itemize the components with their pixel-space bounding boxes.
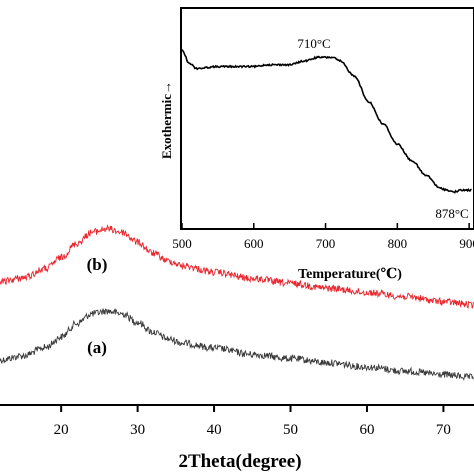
inset-x-tick-label: 600 xyxy=(244,236,264,251)
label-b: (b) xyxy=(87,255,108,274)
inset-dta-plot: 500 600 700 800 900 710°C 878°C Temperature(℃… xyxy=(159,7,474,282)
inset-series-line xyxy=(181,49,472,194)
inset-x-tick-label: 500 xyxy=(172,236,192,251)
main-series-line-0 xyxy=(0,308,474,381)
inset-x-axis-title: Temperature(℃) xyxy=(298,267,402,282)
label-a: (a) xyxy=(87,338,107,357)
main-x-tick-label: 70 xyxy=(436,422,451,438)
main-xrd-plot: 20 30 40 50 60 70 (a) (b) 2Theta(degree) xyxy=(0,224,474,472)
main-x-tick-label: 20 xyxy=(54,422,69,438)
main-x-tick-label: 60 xyxy=(359,422,374,438)
trough-878-label: 878°C xyxy=(435,206,468,221)
inset-x-tick-label: 700 xyxy=(316,236,336,251)
main-x-tick-label: 40 xyxy=(207,422,222,438)
peak-710-label: 710°C xyxy=(297,36,330,51)
inset-x-tick-label: 900 xyxy=(459,236,474,251)
main-x-tick-label: 30 xyxy=(130,422,145,438)
inset-y-axis-title: Exothermic→ xyxy=(159,81,174,159)
main-series-line-1 xyxy=(0,224,474,309)
inset-frame xyxy=(180,7,474,230)
main-x-axis-title: 2Theta(degree) xyxy=(178,451,301,472)
inset-x-tick-label: 800 xyxy=(388,236,408,251)
main-x-tick-label: 50 xyxy=(283,422,298,438)
